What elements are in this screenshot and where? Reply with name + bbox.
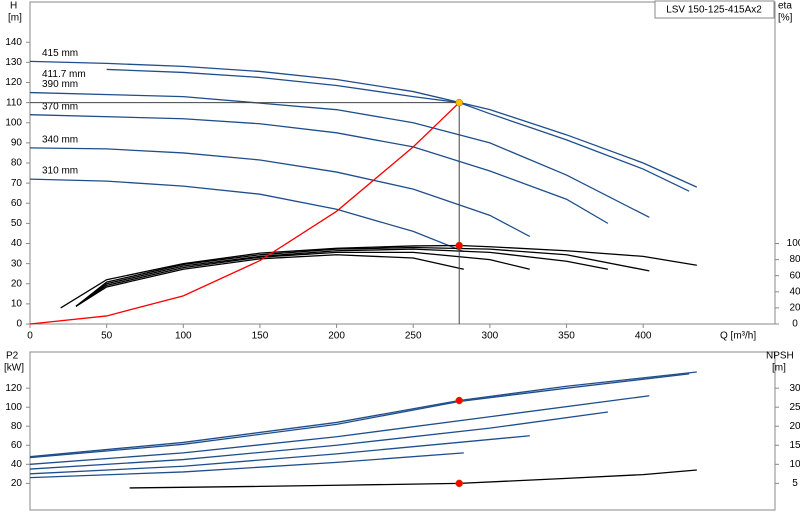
curve — [75, 248, 609, 307]
y-tick-label: 50 — [11, 218, 23, 229]
curve — [75, 254, 464, 307]
operating-point — [455, 98, 463, 107]
y2-tick-label: 25 — [789, 402, 800, 413]
curve — [29, 178, 465, 253]
curve — [129, 469, 697, 489]
y2-tick-label: 40 — [789, 286, 800, 297]
x-tick-label: 350 — [558, 331, 575, 342]
curve — [106, 68, 690, 192]
y-axis-unit: [kW] — [4, 363, 24, 374]
y-tick-label: 140 — [5, 37, 22, 48]
x-tick-label: 50 — [101, 331, 113, 342]
y-tick-label: 80 — [11, 421, 23, 432]
y2-axis-unit: [%] — [778, 13, 793, 24]
x-tick-label: 0 — [27, 331, 33, 342]
curve — [75, 246, 650, 307]
y-tick-label: 70 — [11, 178, 23, 189]
operating-point — [455, 241, 463, 250]
y-tick-label: 90 — [11, 138, 23, 149]
curve-label: 370 mm — [42, 101, 78, 112]
curve-label: 415 mm — [42, 48, 78, 59]
x-tick-label: 300 — [482, 331, 499, 342]
y2-tick-label: 20 — [789, 303, 800, 314]
y-tick-label: 60 — [11, 440, 23, 451]
y-tick-label: 10 — [11, 299, 23, 310]
plot-frame — [29, 351, 776, 511]
y-tick-label: 100 — [5, 402, 22, 413]
x-axis-label: Q [m³/h] — [720, 331, 756, 342]
title-box — [654, 0, 775, 19]
y-tick-label: 30 — [11, 258, 23, 269]
chart-title: LSV 150-125-415Ax2 — [666, 5, 762, 16]
y-axis-unit: [m] — [8, 13, 22, 24]
curve — [29, 395, 650, 465]
curve — [29, 435, 530, 475]
x-tick-label: 400 — [635, 331, 652, 342]
y2-axis-label: eta — [778, 1, 792, 12]
y2-axis-label: NPSH — [766, 351, 794, 362]
operating-point — [455, 479, 463, 488]
y-tick-label: 110 — [6, 97, 22, 108]
y-tick-label: 120 — [5, 77, 22, 88]
curve — [29, 373, 690, 459]
curve-label: 411.7 mm — [42, 69, 86, 80]
y2-tick-label: 5 — [792, 478, 798, 489]
y-tick-label: 60 — [11, 198, 23, 209]
y2-axis-unit: [m] — [772, 363, 786, 374]
y2-tick-label: 30 — [789, 383, 800, 394]
y2-tick-label: 100 — [787, 238, 800, 249]
curve-label: 390 mm — [42, 79, 78, 90]
operating-point — [455, 396, 463, 405]
x-tick-label: 250 — [405, 331, 422, 342]
curve — [29, 102, 460, 325]
curve — [29, 114, 609, 224]
y-tick-label: 20 — [11, 478, 23, 489]
y-tick-label: 40 — [11, 459, 23, 470]
y2-tick-label: 60 — [789, 270, 800, 281]
curve-label: 340 mm — [42, 135, 78, 146]
curve — [29, 60, 698, 188]
curve — [29, 91, 650, 218]
y2-tick-label: 0 — [792, 319, 798, 330]
y2-tick-label: 10 — [789, 459, 800, 470]
curve — [60, 244, 697, 309]
y-tick-label: 80 — [11, 158, 23, 169]
y-axis-label: P2 — [6, 351, 19, 362]
curve-label: 310 mm — [42, 166, 78, 177]
y-tick-label: 120 — [5, 383, 22, 394]
y2-tick-label: 15 — [789, 440, 800, 451]
x-tick-label: 200 — [328, 331, 345, 342]
x-tick-label: 100 — [175, 331, 192, 342]
y-tick-label: 20 — [11, 278, 23, 289]
y-tick-label: 0 — [16, 319, 22, 330]
curve — [29, 147, 531, 238]
x-tick-label: 150 — [252, 331, 269, 342]
y-tick-label: 40 — [11, 238, 23, 249]
y-axis-label: H — [10, 1, 17, 12]
y-tick-label: 130 — [5, 57, 22, 68]
curve — [75, 251, 530, 307]
y2-tick-label: 20 — [789, 421, 800, 432]
curve — [29, 371, 697, 458]
curve — [29, 452, 464, 479]
curve — [29, 411, 608, 470]
y2-tick-label: 80 — [789, 254, 800, 265]
y-tick-label: 100 — [5, 117, 22, 128]
